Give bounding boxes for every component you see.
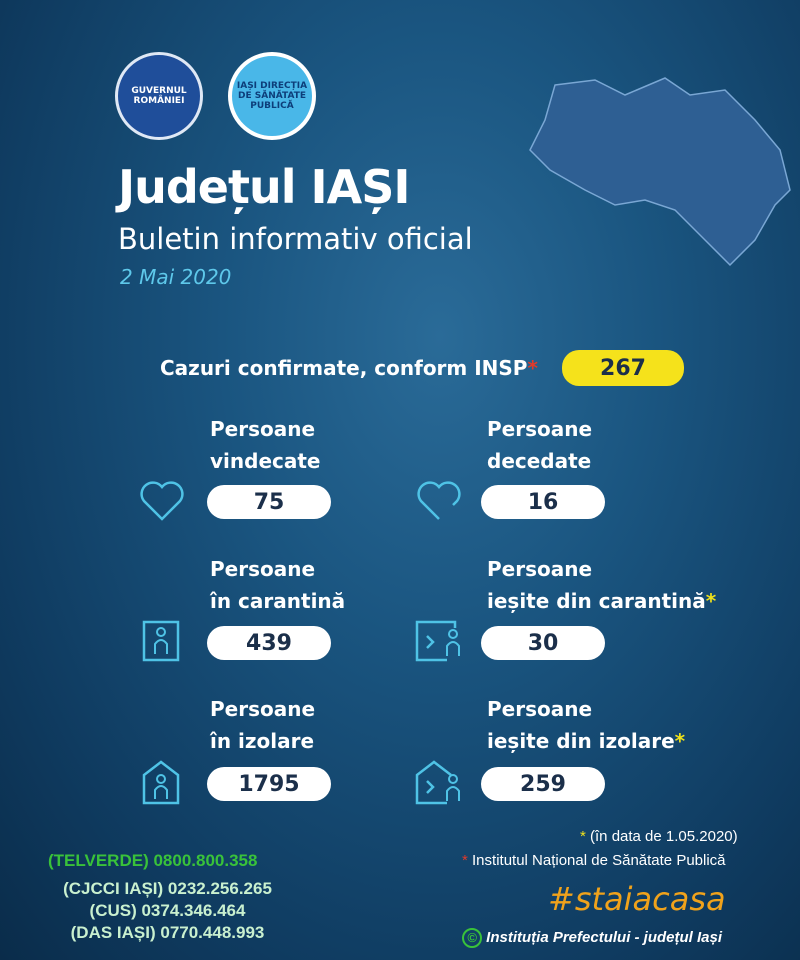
stat-label: Persoane ieșite din izolare*	[487, 693, 685, 757]
stat-label: Persoane vindecate	[210, 413, 321, 477]
contact-cus: (CUS) 0374.346.464	[89, 901, 246, 920]
dsp-logo: IAȘI DIRECȚIA DE SĂNĂTATE PUBLICĂ	[228, 52, 316, 140]
person-exit-box-icon	[415, 620, 460, 662]
stat-label-line1: Persoane	[210, 697, 316, 721]
person-exit-house-icon	[415, 760, 460, 805]
stat-label: Persoane în izolare	[210, 693, 315, 757]
stat-label-line2: vindecate	[210, 449, 321, 473]
asterisk-red: *	[462, 852, 468, 869]
dsp-logo-text: IAȘI DIRECȚIA DE SĂNĂTATE PUBLICĂ	[236, 81, 308, 111]
credit-text: Instituția Prefectului - județul Iași	[486, 929, 723, 946]
page-subtitle: Buletin informativ oficial	[118, 222, 473, 256]
stat-label: Persoane ieșite din carantină*	[487, 553, 716, 617]
page-title: Județul IAȘI	[118, 160, 410, 214]
bulletin-date: 2 Mai 2020	[120, 265, 232, 289]
stat-label-line2: în izolare	[210, 729, 315, 753]
government-logo-text: GUVERNUL ROMÂNIEI	[131, 86, 187, 106]
stat-value: 75	[207, 485, 331, 519]
confirmed-label: Cazuri confirmate, conform INSP*	[160, 356, 538, 380]
stat-label: Persoane decedate	[487, 413, 592, 477]
stat-label-line1: Persoane	[210, 557, 316, 581]
stat-label-line1: Persoane	[487, 557, 593, 581]
contact-cjcci: (CJCCI IAȘI) 0232.256.265	[63, 879, 272, 898]
note-date: (în data de 1.05.2020)	[590, 828, 738, 845]
contact-das: (DAS IAȘI) 0770.448.993	[70, 923, 265, 942]
person-in-box-icon	[142, 620, 180, 662]
stat-label-line2: în carantină	[210, 589, 346, 613]
asterisk-red: *	[527, 356, 538, 380]
note-insp: Institutul Național de Sănătate Publică	[472, 852, 726, 869]
stat-label-line1: Persoane	[210, 417, 316, 441]
broken-heart-icon	[417, 481, 461, 520]
stat-label-line2: ieșite din izolare	[487, 729, 675, 753]
stat-value: 259	[481, 767, 605, 801]
person-in-house-icon	[142, 760, 180, 805]
asterisk-yellow: *	[580, 828, 586, 845]
confirmed-value: 267	[562, 350, 684, 386]
hashtag: #staiacasa	[548, 880, 726, 918]
asterisk-yellow: *	[674, 729, 686, 753]
government-logo: GUVERNUL ROMÂNIEI	[115, 52, 203, 140]
stat-label-line2: decedate	[487, 449, 592, 473]
contact-telverde: (TELVERDE) 0800.800.358	[48, 851, 258, 870]
stat-value: 16	[481, 485, 605, 519]
asterisk-yellow: *	[705, 589, 717, 613]
stat-value: 1795	[207, 767, 331, 801]
stat-label-line1: Persoane	[487, 417, 593, 441]
iasi-county-map	[529, 77, 791, 267]
stat-label-line2: ieșite din carantină	[487, 589, 706, 613]
stat-value: 439	[207, 626, 331, 660]
copyright-icon: ©	[462, 928, 482, 948]
stat-value: 30	[481, 626, 605, 660]
heart-icon	[140, 481, 184, 521]
stat-label-line1: Persoane	[487, 697, 593, 721]
stat-label: Persoane în carantină	[210, 553, 345, 617]
